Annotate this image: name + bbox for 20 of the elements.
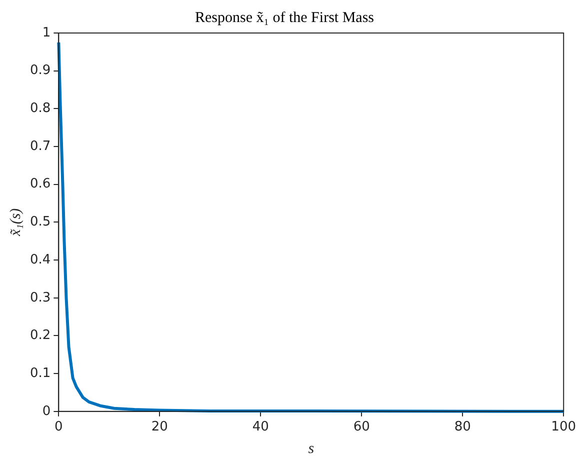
y-tick-label: 1	[42, 25, 51, 40]
y-tick-label: 0.8	[30, 101, 51, 116]
x-tick-label: 40	[252, 420, 269, 435]
y-tick-label: 0.7	[30, 138, 51, 154]
y-tick-label: 0	[42, 404, 51, 419]
chart-title: Response x̃₁ of the First Mass	[195, 10, 374, 26]
y-tick-label: 0.9	[30, 63, 51, 78]
x-tick-label: 20	[151, 420, 168, 435]
y-tick-label: 0.1	[30, 366, 51, 381]
y-tick-label: 0.6	[30, 176, 51, 192]
y-tick-label: 0.3	[30, 290, 51, 306]
x-tick-label: 100	[551, 420, 576, 435]
x-tick-label: 80	[454, 420, 471, 435]
x-tick-label: 0	[54, 420, 63, 435]
y-tick-label: 0.4	[30, 252, 51, 268]
y-tick-label: 0.2	[30, 328, 51, 344]
y-axis-title: x̃₁(s)	[8, 208, 24, 238]
x-axis-title: s	[308, 440, 314, 457]
y-tick-label: 0.5	[30, 214, 51, 230]
x-tick-label: 60	[353, 420, 370, 435]
